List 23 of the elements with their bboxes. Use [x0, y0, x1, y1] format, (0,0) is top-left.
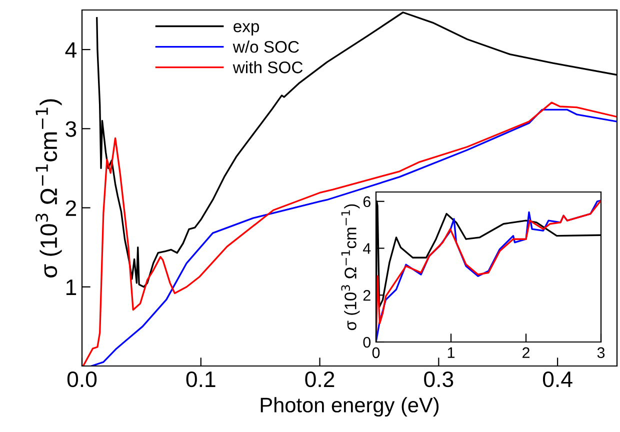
x-tick-label: 0.1	[186, 371, 216, 388]
x-tick-label: 0.2	[305, 371, 334, 388]
legend-label: exp	[234, 23, 260, 36]
y-tick-label: 1	[66, 280, 76, 295]
legend-label: with SOC	[232, 61, 303, 74]
x-tick-label: 0.3	[424, 371, 454, 388]
y-tick-label: 4	[65, 42, 76, 58]
y-axis-title: σ (10$^{3}$ Ω$^{−1}$cm$^{−1}$)	[36, 99, 62, 278]
y-tick-label: 0	[363, 336, 371, 348]
x-tick-label: 3	[597, 347, 605, 358]
y-tick-label: 3	[66, 121, 76, 137]
y-tick-label: 6	[363, 196, 370, 208]
x-tick-label: 2	[522, 347, 530, 358]
legend-label: w/o SOC	[232, 40, 299, 53]
y-tick-label: 2	[66, 200, 76, 216]
x-axis-title: Photon energy (eV)	[260, 397, 439, 417]
x-tick-label: 0.4	[542, 371, 572, 388]
y-tick-label: 2	[363, 290, 370, 301]
x-tick-label: 0	[372, 347, 380, 358]
y-axis-title: σ (10$^{3}$ Ω$^{−1}$cm$^{−1}$)	[341, 204, 360, 330]
x-tick-label: 1	[448, 347, 455, 358]
y-tick-label: 4	[362, 243, 371, 254]
x-tick-label: 0.0	[67, 371, 97, 388]
